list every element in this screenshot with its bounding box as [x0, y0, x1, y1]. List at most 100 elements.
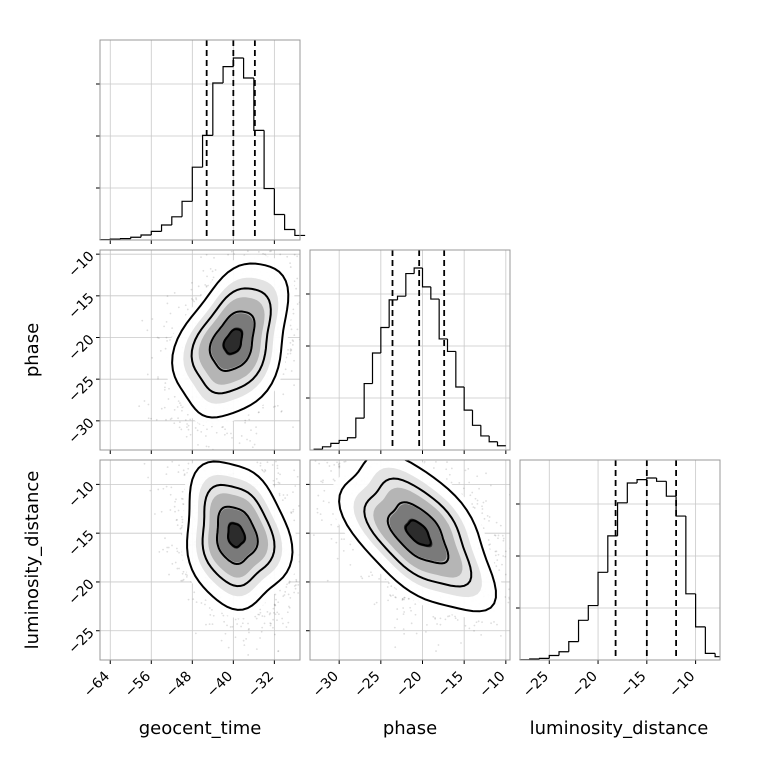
- histogram-bin-phase-3: [338, 439, 348, 444]
- scatter-point: [236, 623, 239, 625]
- scatter-point: [282, 373, 285, 376]
- scatter-point: [222, 426, 224, 428]
- scatter-point: [157, 337, 160, 339]
- scatter-point: [289, 349, 292, 352]
- scatter-point: [259, 608, 262, 611]
- scatter-point: [274, 593, 277, 596]
- scatter-point: [221, 612, 223, 615]
- scatter-point: [197, 443, 199, 446]
- scatter-point: [187, 467, 190, 470]
- scatter-point: [177, 306, 180, 309]
- scatter-point: [195, 297, 197, 299]
- scatter-point: [165, 418, 167, 421]
- scatter-point: [185, 576, 188, 578]
- scatter-point: [226, 432, 228, 435]
- scatter-point: [182, 503, 184, 505]
- scatter-point: [190, 281, 193, 284]
- scatter-point: [247, 654, 250, 656]
- scatter-point: [276, 619, 278, 622]
- scatter-point: [173, 409, 176, 411]
- scatter-point: [293, 334, 296, 337]
- histogram-frame-phase: [309, 249, 511, 451]
- scatter-point: [285, 586, 288, 588]
- histogram-bin-geocent-time-6: [160, 224, 172, 232]
- scatter-point: [278, 482, 281, 485]
- scatter-point: [166, 546, 169, 549]
- histogram-bin-phase-12: [413, 267, 423, 274]
- histogram-bin-phase-13: [421, 268, 431, 288]
- histogram-bin-phase-2: [330, 442, 340, 447]
- panel-content-1: [143, 460, 300, 656]
- scatter-point: [211, 425, 213, 428]
- scatter-point: [224, 428, 226, 431]
- scatter-point: [231, 625, 234, 628]
- scatter-point: [269, 250, 271, 253]
- scatter-point: [205, 253, 208, 256]
- scatter-point: [288, 581, 291, 583]
- scatter-point: [294, 587, 297, 590]
- scatter-point: [195, 601, 198, 603]
- scatter-point: [146, 329, 149, 332]
- scatter-point: [146, 373, 149, 376]
- histogram-bin-luminosity-distance-12: [636, 479, 647, 483]
- histogram-bin-phase-11: [405, 272, 415, 297]
- histogram-bin-geocent-time-15: [253, 78, 265, 131]
- scatter-point: [296, 475, 299, 478]
- scatter-point: [283, 594, 286, 596]
- scatter-point: [171, 562, 174, 565]
- scatter-point: [296, 328, 299, 331]
- scatter-point: [234, 618, 237, 621]
- scatter-point: [205, 284, 208, 287]
- scatter-point: [200, 602, 203, 604]
- scatter-point: [168, 573, 170, 576]
- scatter-point: [160, 407, 163, 410]
- contour-line-0-0: [171, 262, 290, 419]
- scatter-point: [293, 384, 295, 387]
- scatter-point: [289, 348, 292, 351]
- scatter-point: [170, 486, 173, 489]
- scatter-point: [185, 435, 188, 438]
- scatter-point: [187, 598, 190, 601]
- scatter-point: [293, 253, 296, 256]
- scatter-point: [150, 417, 152, 420]
- scatter-point: [255, 648, 258, 651]
- scatter-point: [279, 473, 281, 476]
- scatter-point: [166, 466, 169, 469]
- histogram-bin-luminosity-distance-3: [548, 654, 560, 659]
- scatter-point: [193, 591, 196, 594]
- scatter-point: [254, 615, 257, 618]
- scatter-point: [205, 445, 208, 448]
- scatter-point: [277, 650, 279, 653]
- scatter-point: [176, 550, 179, 553]
- histogram-bin-phase-1: [321, 446, 331, 450]
- histogram-bin-luminosity-distance-15: [665, 481, 677, 497]
- histogram-bin-luminosity-distance-20: [714, 653, 720, 658]
- scatter-point: [292, 340, 295, 343]
- panel-content-0: [138, 250, 300, 450]
- scatter-point: [207, 445, 210, 448]
- scatter-point: [194, 427, 197, 429]
- scatter-point: [222, 614, 225, 617]
- scatter-point: [268, 613, 271, 616]
- scatter-point: [286, 255, 289, 258]
- scatter-point: [156, 336, 159, 339]
- scatter-point: [199, 293, 202, 296]
- scatter-point: [290, 349, 293, 351]
- histogram-bin-phase-9: [388, 299, 398, 328]
- scatter-point: [214, 269, 217, 271]
- scatter-point: [249, 439, 251, 442]
- scatter-point: [273, 603, 276, 606]
- scatter-point: [284, 497, 287, 499]
- scatter-point: [192, 299, 195, 301]
- scatter-point: [277, 613, 280, 616]
- scatter-point: [190, 298, 193, 300]
- scatter-point: [177, 471, 180, 473]
- scatter-point: [261, 615, 264, 617]
- scatter-point: [180, 526, 183, 529]
- scatter-point: [295, 580, 298, 583]
- histogram-bin-geocent-time-18: [284, 214, 295, 231]
- scatter-point: [163, 325, 165, 328]
- scatter-point: [157, 488, 160, 491]
- scatter-point: [164, 386, 166, 389]
- scatter-point: [281, 499, 284, 502]
